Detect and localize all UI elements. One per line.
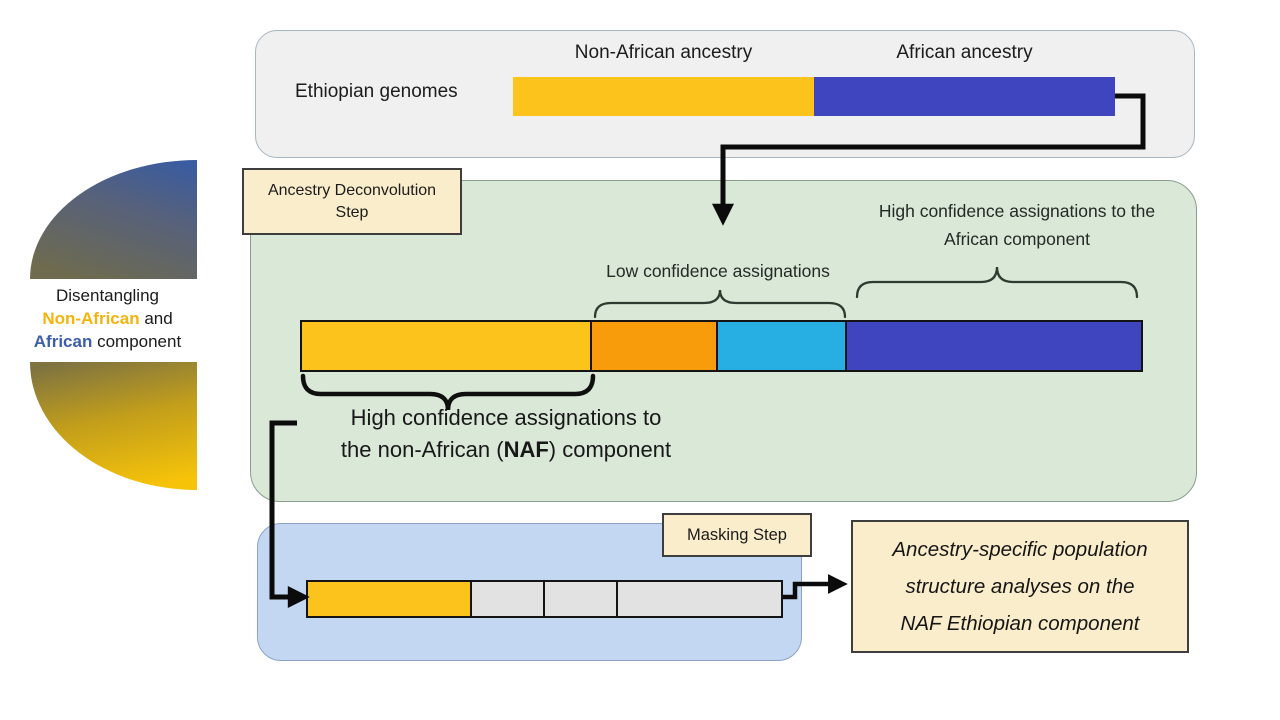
deconvolved-bar-african-high-confidence-segment: [845, 320, 1143, 372]
deconvolved-bar-low-confidence-naf-segment: [590, 320, 718, 372]
naf-annotation-line1: High confidence assignations to: [350, 405, 662, 430]
left-caption: Disentangling Non-African and African co…: [10, 284, 205, 353]
deconvolution-step-label-line2: Step: [335, 203, 369, 221]
african-annotation-line1: High confidence assignations to the: [878, 201, 1156, 221]
naf-component-annotation: High confidence assignations to the non-…: [300, 402, 712, 466]
output-line3: NAF Ethiopian component: [900, 612, 1140, 635]
african-word: African: [33, 332, 93, 351]
genome-bar-non-african-segment: [513, 77, 814, 116]
non-african-word: Non-African: [42, 309, 140, 328]
genome-bar-african-segment: [814, 77, 1115, 116]
african-component-annotation: High confidence assignations to the Afri…: [842, 197, 1192, 253]
output-line2: structure analyses on the: [905, 575, 1135, 598]
left-caption-line3: African component: [10, 330, 205, 353]
deconvolved-bar-low-confidence-african-segment: [716, 320, 847, 372]
genome-bar: [513, 77, 1115, 116]
masked-bar-masked-segment-3: [616, 580, 783, 618]
masked-bar-masked-segment-2: [543, 580, 618, 618]
low-confidence-annotation: Low confidence assignations: [606, 261, 830, 281]
masked-bar: [306, 580, 783, 618]
left-caption-line1: Disentangling: [55, 286, 159, 305]
output-line1: Ancestry-specific population: [892, 538, 1148, 561]
african-ancestry-label: African ancestry: [896, 42, 1033, 63]
gradient-quarter-bottom: [30, 362, 197, 490]
african-annotation-line2: African component: [944, 229, 1090, 249]
non-african-ancestry-label: Non-African ancestry: [574, 42, 753, 63]
ethiopian-genomes-label: Ethiopian genomes: [295, 81, 458, 102]
masking-step-box: Masking Step: [662, 513, 812, 557]
deconvolved-bar-naf-high-confidence-segment: [300, 320, 592, 372]
masked-bar-masked-segment-1: [470, 580, 545, 618]
deconvolution-step-label-line1: Ancestry Deconvolution: [267, 181, 437, 199]
masking-step-label: Masking Step: [687, 525, 787, 544]
deconvolution-step-box: Ancestry Deconvolution Step: [242, 168, 462, 235]
naf-annotation-line2: the non-African (NAF) component: [340, 437, 672, 462]
masked-bar-naf-segment: [306, 580, 472, 618]
analysis-output-box: Ancestry-specific population structure a…: [851, 520, 1189, 653]
left-caption-line2-rest: and: [139, 309, 173, 328]
gradient-quarter-top: [30, 160, 197, 279]
deconvolved-bar: [300, 320, 1143, 372]
left-caption-line3-rest: component: [92, 332, 182, 351]
left-caption-line2: Non-African and: [10, 307, 205, 330]
